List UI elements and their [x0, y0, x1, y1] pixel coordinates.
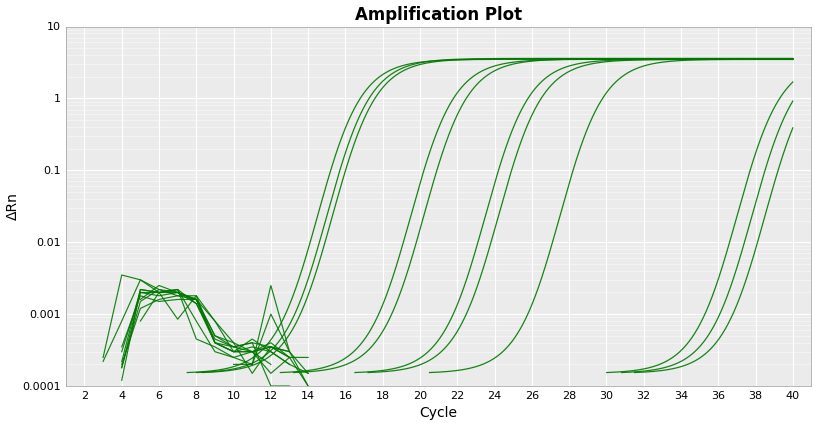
- Title: Amplification Plot: Amplification Plot: [355, 6, 522, 23]
- X-axis label: Cycle: Cycle: [420, 406, 458, 420]
- Y-axis label: ΔRn: ΔRn: [6, 192, 20, 220]
